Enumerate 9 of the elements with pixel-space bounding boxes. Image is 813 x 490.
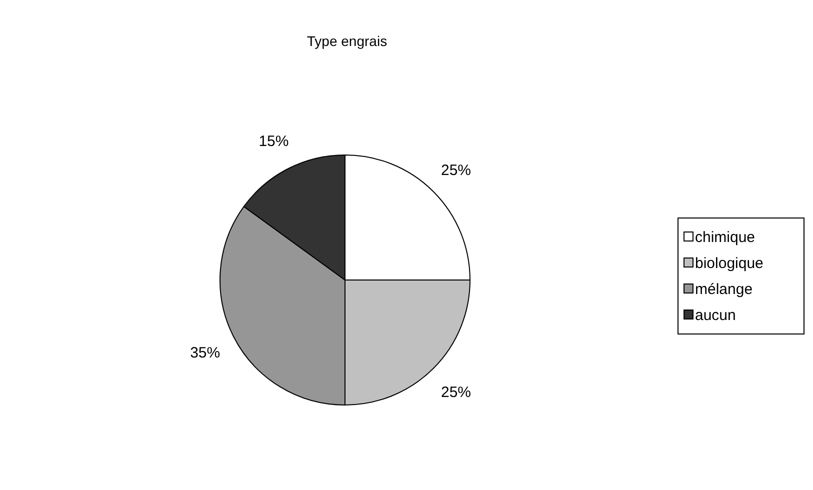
legend-label: mélange (695, 281, 753, 298)
data-label: 25% (441, 384, 472, 402)
data-label: 35% (190, 344, 220, 362)
data-label: 15% (258, 133, 289, 150)
legend-label: chimique (695, 229, 756, 246)
data-label: 25% (441, 162, 472, 179)
legend-label: biologique (695, 255, 764, 272)
chart-title: Type engrais (306, 33, 388, 49)
legend-label: aucun (695, 307, 736, 324)
